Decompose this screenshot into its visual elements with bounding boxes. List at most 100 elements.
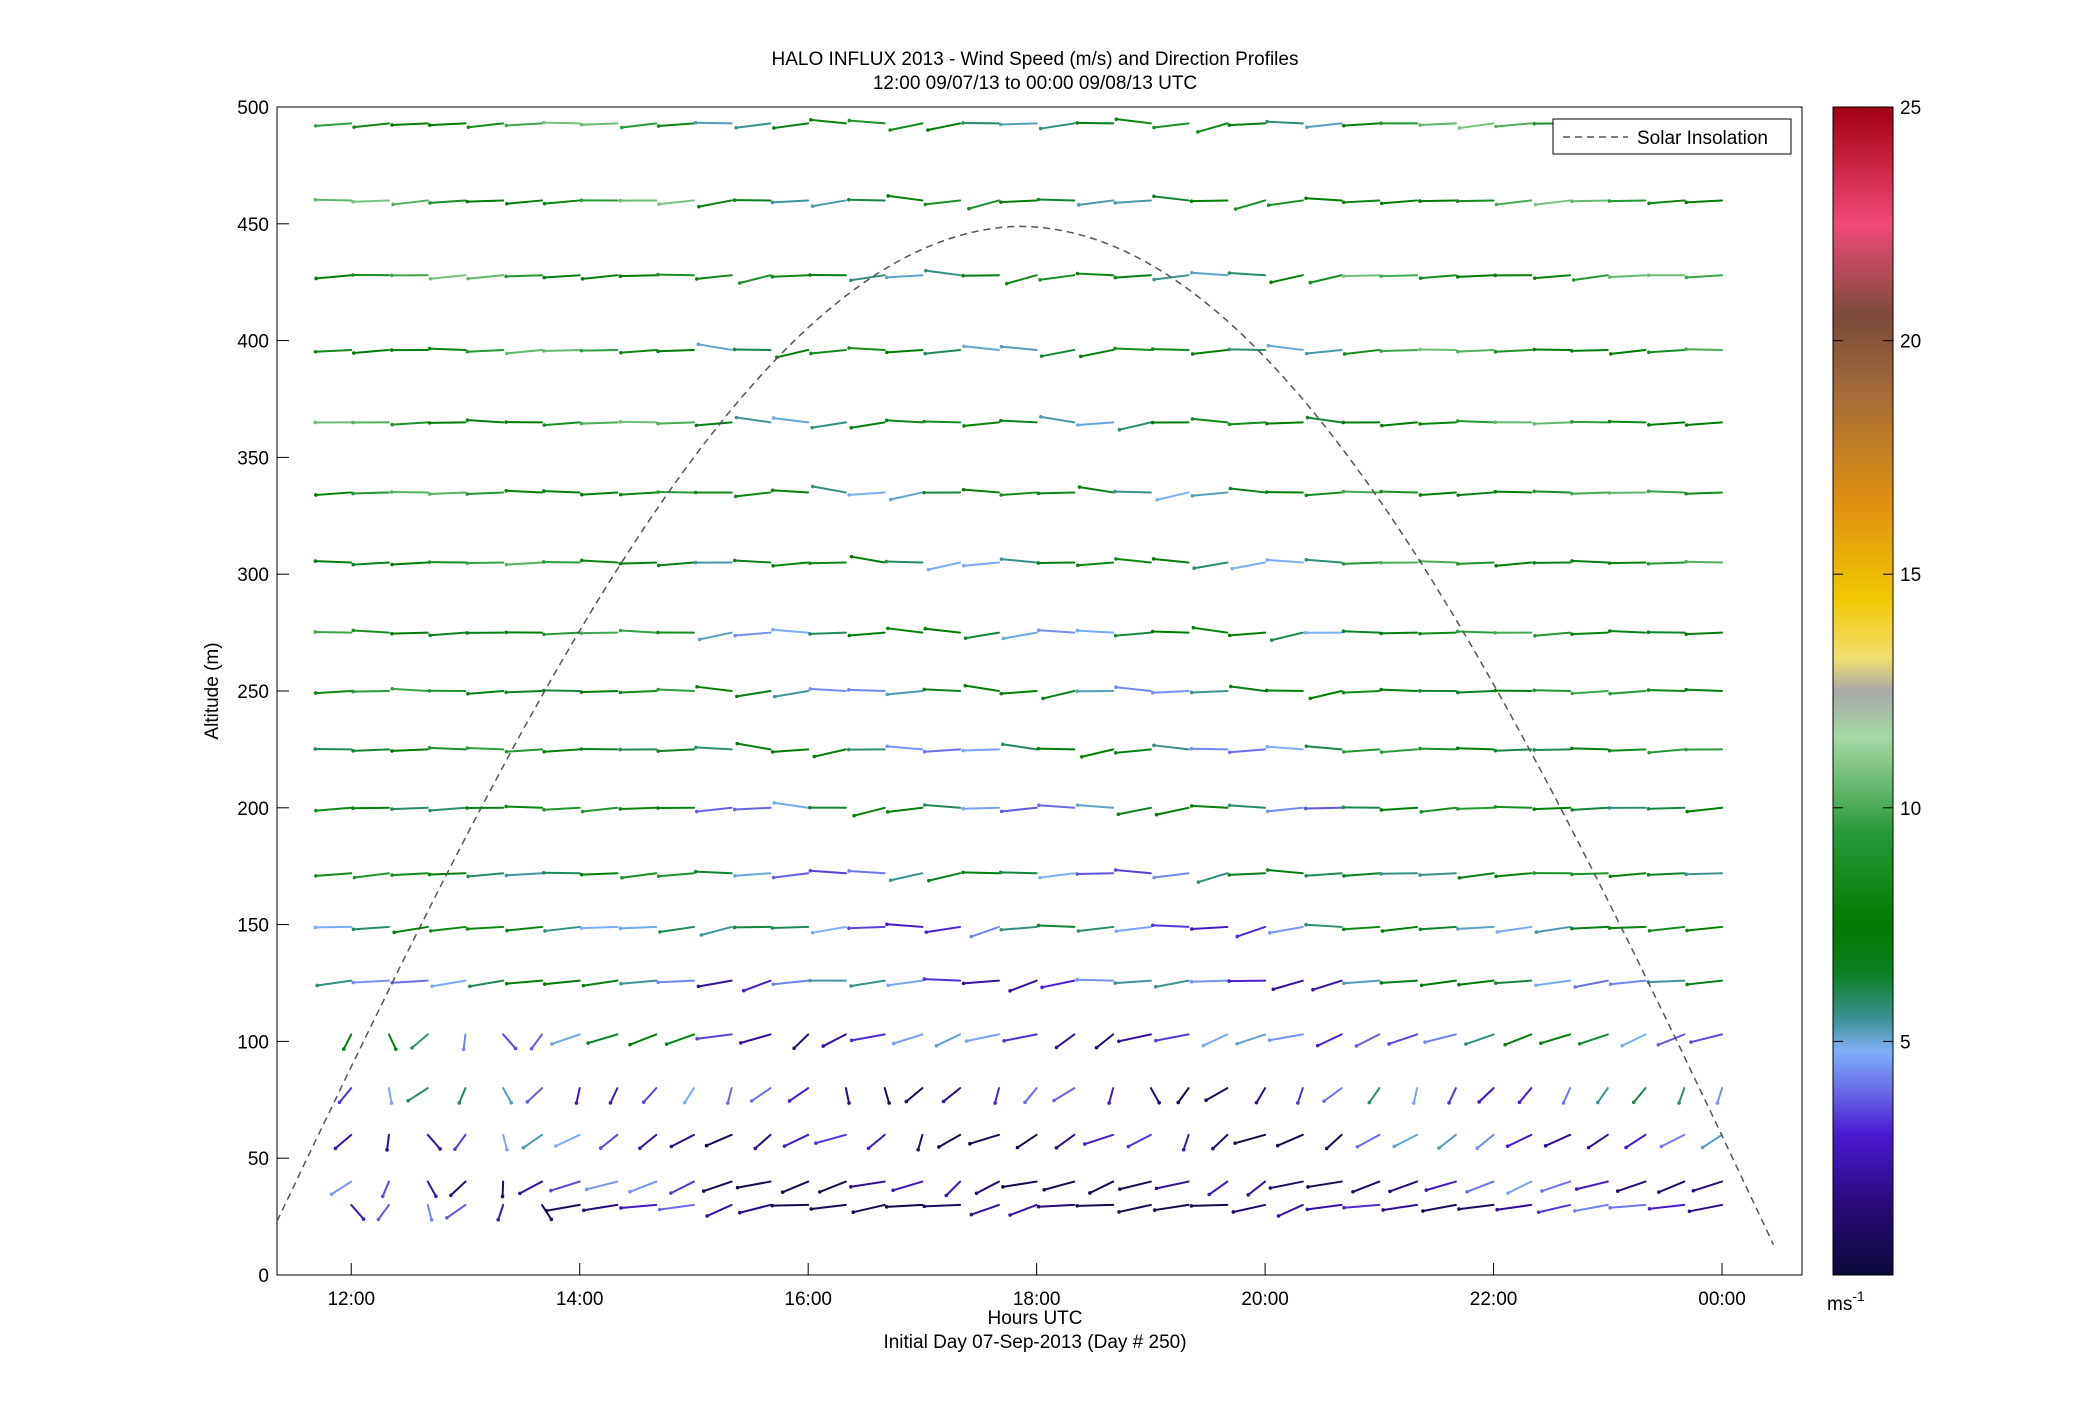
wind-barb-tip (1150, 347, 1155, 351)
wind-barb-tip (1607, 748, 1612, 753)
wind-barb-tip (628, 1042, 632, 1047)
wind-barb-tip (847, 688, 851, 692)
wind-barb (449, 1180, 467, 1197)
wind-barb-tip (735, 741, 740, 746)
wind-barb-tip (849, 1184, 853, 1189)
wind-barb (923, 420, 962, 424)
wind-barb (1152, 557, 1190, 564)
wind-barb-tip (1113, 346, 1117, 351)
wind-barb (1037, 629, 1076, 634)
wind-barb-tip (1608, 874, 1613, 879)
wind-barb-tip (771, 416, 776, 420)
wind-barb (1236, 1033, 1267, 1045)
wind-barb (1648, 199, 1686, 205)
wind-barb (314, 690, 353, 695)
wind-barb (505, 690, 544, 694)
wind-barb-tip (937, 1145, 941, 1149)
wind-barb-tip (542, 982, 547, 986)
wind-barb (582, 1203, 619, 1212)
wind-barb (1495, 872, 1533, 878)
wind-barb (502, 1033, 517, 1050)
wind-barb-tip (434, 1194, 438, 1198)
wind-barb (466, 348, 505, 353)
wind-barb-tip (1152, 875, 1156, 880)
wind-barb (1076, 629, 1115, 634)
wind-barb-tip (1192, 566, 1196, 571)
wind-barb-tip (961, 273, 965, 278)
wind-barb (1151, 348, 1190, 351)
wind-barb (1247, 1180, 1267, 1196)
wind-barb (1495, 561, 1533, 567)
wind-barb (1544, 1133, 1572, 1147)
wind-barb-tip (734, 125, 738, 130)
wind-barb (1608, 925, 1647, 930)
colorbar-tick-label: 10 (1900, 799, 1921, 820)
wind-barb (554, 1133, 581, 1148)
wind-barb-tip (1573, 985, 1577, 989)
wind-barb (1609, 979, 1647, 986)
wind-barb-tip (664, 1042, 669, 1046)
wind-barb-tip (1379, 349, 1383, 353)
wind-barb (428, 199, 467, 204)
wind-barb (1342, 630, 1381, 634)
wind-barb (1055, 1033, 1076, 1049)
wind-barb (391, 687, 429, 692)
wind-barb (1037, 924, 1076, 928)
wind-barb-tip (618, 274, 623, 278)
wind-barb-tip (465, 199, 470, 204)
wind-barb-tip (999, 344, 1004, 349)
wind-barb-tip (923, 351, 927, 356)
wind-barb (426, 1203, 433, 1221)
wind-barb-tip (1418, 493, 1423, 497)
wind-barb-tip (1037, 803, 1041, 807)
wind-barb-tip (999, 927, 1004, 932)
wind-barb (1343, 348, 1381, 355)
wind-barb-tip (656, 980, 660, 985)
wind-barb-tip (581, 983, 586, 988)
wind-barb (505, 805, 544, 809)
wind-barb (545, 1203, 581, 1212)
wind-barb (1272, 979, 1304, 991)
wind-barb (502, 1133, 508, 1151)
wind-barb (429, 274, 467, 280)
wind-barb-tip (505, 201, 509, 206)
wind-barb (1571, 925, 1609, 930)
wind-barb-tip (1684, 275, 1689, 280)
wind-barb-tip (1379, 808, 1384, 812)
wind-barb-tip (1235, 934, 1240, 939)
x-axis-label: Hours UTC (987, 1308, 1082, 1329)
wind-barb-tip (1418, 873, 1422, 877)
wind-barb (1228, 348, 1267, 351)
wind-barb (923, 748, 962, 753)
wind-barb (1494, 805, 1533, 809)
wind-barb (1534, 979, 1572, 987)
wind-barb (1005, 274, 1038, 285)
chart-subtitle: 12:00 09/07/13 to 00:00 09/08/13 UTC (873, 73, 1197, 94)
wind-barb-tip (944, 1193, 949, 1198)
wind-barb (1268, 1033, 1304, 1042)
wind-barb (970, 925, 1000, 938)
wind-barb-tip (693, 560, 698, 565)
wind-barb-tip (390, 631, 394, 636)
wind-barb-tip (1677, 1101, 1681, 1105)
x-tick-label: 00:00 (1698, 1289, 1746, 1310)
wind-barb-tip (656, 630, 660, 635)
wind-barb-tip (886, 194, 890, 198)
wind-barb-tip (1646, 688, 1651, 692)
wind-barb-tip (390, 749, 394, 753)
wind-barb-tip (849, 984, 853, 988)
wind-barb-tip (1023, 1100, 1027, 1105)
wind-barb (994, 1087, 1000, 1105)
wind-barb-tip (810, 204, 815, 208)
wind-barb-tip (1152, 743, 1156, 748)
wind-barb (771, 274, 810, 278)
wind-barb-tip (389, 348, 394, 352)
wind-barb (1076, 1203, 1115, 1207)
wind-barb (923, 688, 962, 692)
wind-barb (814, 1133, 847, 1145)
wind-barb-tip (1341, 690, 1346, 695)
wind-barb-tip (1457, 982, 1461, 987)
wind-barb-tip (916, 1147, 920, 1152)
wind-barb-tip (812, 754, 817, 759)
wind-barb-tip (1075, 628, 1080, 633)
